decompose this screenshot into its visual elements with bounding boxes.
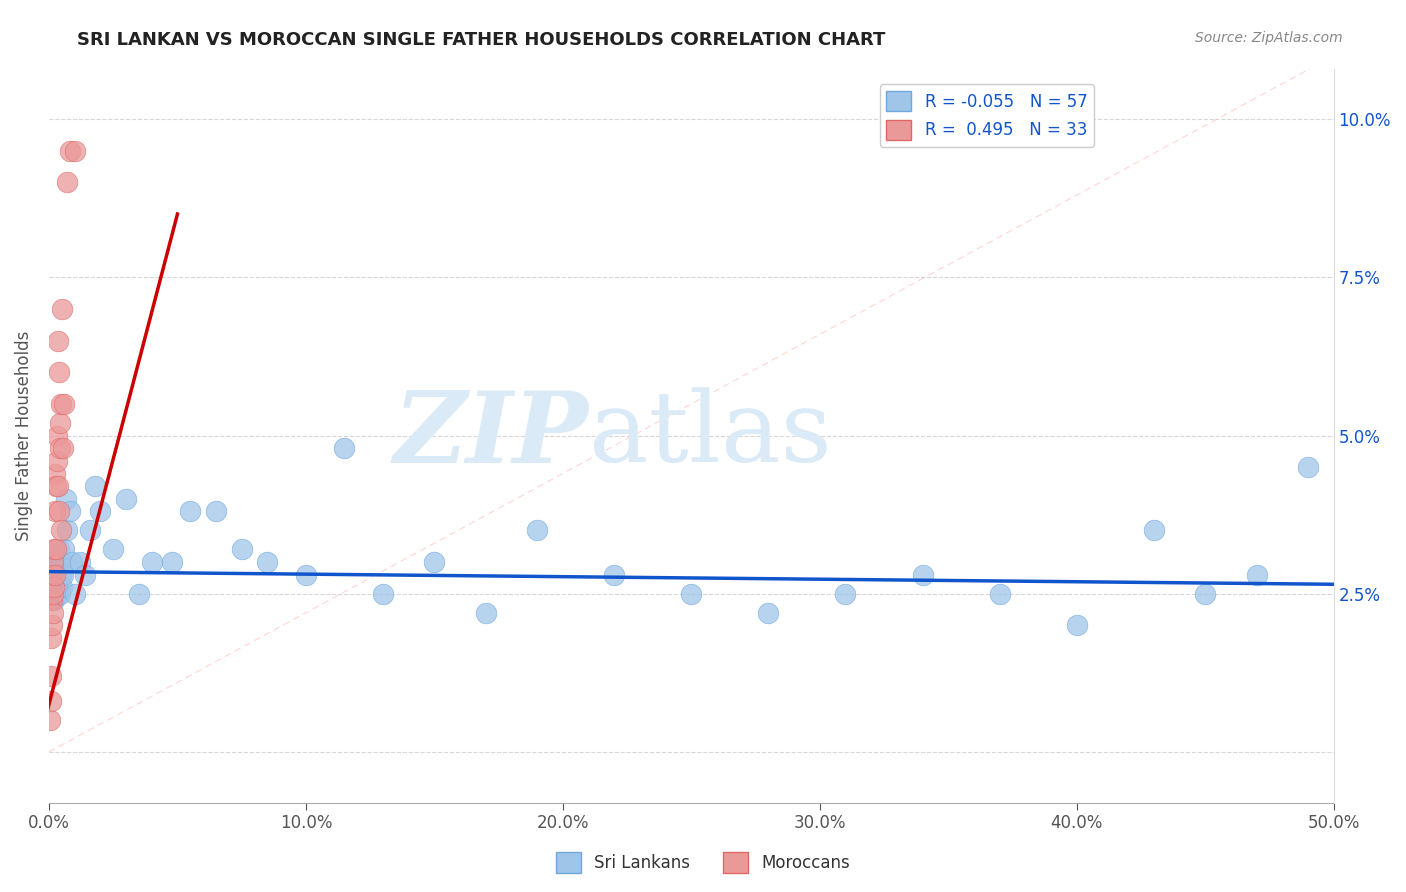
Point	[39, 631, 62, 645]
Point	[45, 555, 67, 569]
Point	[1066, 618, 1088, 632]
Point	[56, 176, 79, 190]
Point	[39, 694, 62, 708]
Point	[51, 581, 73, 595]
Point	[474, 606, 496, 620]
Point	[44, 467, 66, 481]
Text: atlas: atlas	[589, 388, 831, 483]
Point	[51, 567, 73, 582]
Point	[53, 542, 76, 557]
Point	[46, 567, 69, 582]
Y-axis label: Single Father Households: Single Father Households	[15, 330, 32, 541]
Point	[41, 581, 63, 595]
Point	[41, 567, 63, 582]
Text: ZIP: ZIP	[394, 387, 589, 483]
Point	[179, 504, 201, 518]
Point	[53, 397, 76, 411]
Point	[42, 567, 65, 582]
Text: Source: ZipAtlas.com: Source: ZipAtlas.com	[1195, 31, 1343, 45]
Point	[39, 574, 62, 588]
Point	[1296, 460, 1319, 475]
Point	[63, 587, 86, 601]
Point	[333, 441, 356, 455]
Point	[41, 606, 63, 620]
Point	[911, 567, 934, 582]
Point	[42, 593, 65, 607]
Point	[56, 524, 79, 538]
Point	[58, 144, 80, 158]
Point	[55, 491, 77, 506]
Point	[41, 593, 63, 607]
Point	[103, 542, 125, 557]
Point	[371, 587, 394, 601]
Point	[46, 428, 69, 442]
Point	[39, 714, 62, 728]
Point	[42, 581, 65, 595]
Point	[44, 504, 66, 518]
Point	[45, 542, 67, 557]
Point	[48, 555, 70, 569]
Point	[52, 567, 75, 582]
Point	[52, 441, 75, 455]
Point	[42, 555, 65, 569]
Point	[231, 542, 253, 557]
Point	[58, 504, 80, 518]
Legend: Sri Lankans, Moroccans: Sri Lankans, Moroccans	[548, 846, 858, 880]
Point	[526, 524, 548, 538]
Point	[681, 587, 703, 601]
Point	[603, 567, 626, 582]
Point	[42, 587, 65, 601]
Point	[41, 555, 63, 569]
Point	[42, 561, 65, 575]
Point	[162, 555, 184, 569]
Point	[44, 574, 66, 588]
Point	[44, 587, 66, 601]
Point	[44, 567, 66, 582]
Point	[46, 587, 69, 601]
Point	[45, 581, 67, 595]
Point	[63, 144, 86, 158]
Point	[834, 587, 856, 601]
Point	[48, 504, 70, 518]
Point	[49, 416, 72, 430]
Point	[1246, 567, 1268, 582]
Point	[48, 365, 70, 379]
Text: SRI LANKAN VS MOROCCAN SINGLE FATHER HOUSEHOLDS CORRELATION CHART: SRI LANKAN VS MOROCCAN SINGLE FATHER HOU…	[77, 31, 886, 49]
Legend: R = -0.055   N = 57, R =  0.495   N = 33: R = -0.055 N = 57, R = 0.495 N = 33	[880, 84, 1094, 146]
Point	[115, 491, 138, 506]
Point	[79, 524, 101, 538]
Point	[39, 669, 62, 683]
Point	[205, 504, 228, 518]
Point	[51, 301, 73, 316]
Point	[49, 441, 72, 455]
Point	[69, 555, 91, 569]
Point	[42, 587, 65, 601]
Point	[41, 618, 63, 632]
Point	[46, 479, 69, 493]
Point	[49, 524, 72, 538]
Point	[423, 555, 446, 569]
Point	[73, 567, 96, 582]
Point	[48, 542, 70, 557]
Point	[1194, 587, 1216, 601]
Point	[45, 479, 67, 493]
Point	[46, 334, 69, 348]
Point	[128, 587, 150, 601]
Point	[758, 606, 780, 620]
Point	[141, 555, 163, 569]
Point	[51, 397, 73, 411]
Point	[988, 587, 1011, 601]
Point	[60, 555, 83, 569]
Point	[295, 567, 318, 582]
Point	[49, 587, 72, 601]
Point	[49, 555, 72, 569]
Point	[45, 454, 67, 468]
Point	[84, 479, 107, 493]
Point	[256, 555, 278, 569]
Point	[1143, 524, 1166, 538]
Point	[42, 542, 65, 557]
Point	[89, 504, 111, 518]
